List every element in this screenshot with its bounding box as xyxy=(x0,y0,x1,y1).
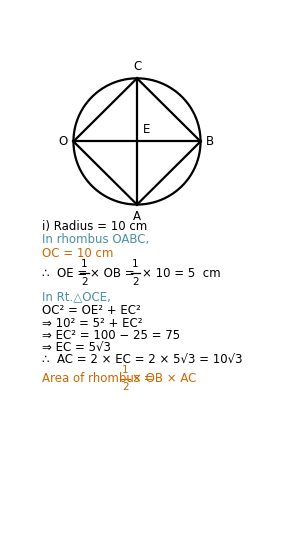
Text: ⇒ 10² = 5² + EC²: ⇒ 10² = 5² + EC² xyxy=(42,317,143,330)
Text: OC² = OE² + EC²: OC² = OE² + EC² xyxy=(42,304,141,317)
Text: 1: 1 xyxy=(132,259,139,269)
Text: 1: 1 xyxy=(122,365,129,375)
Text: B: B xyxy=(206,135,214,148)
Text: × 10 = 5  cm: × 10 = 5 cm xyxy=(142,266,220,280)
Text: OC = 10 cm: OC = 10 cm xyxy=(42,248,114,260)
Text: In Rt.△OCE,: In Rt.△OCE, xyxy=(42,291,111,303)
Text: O: O xyxy=(59,135,68,148)
Text: Area of rhombus =: Area of rhombus = xyxy=(42,372,158,385)
Text: 2: 2 xyxy=(132,277,139,287)
Text: ∴  OE =: ∴ OE = xyxy=(42,266,91,280)
Text: 2: 2 xyxy=(81,277,88,287)
Text: A: A xyxy=(133,210,141,223)
Text: × OB × AC: × OB × AC xyxy=(132,372,196,385)
Text: ⇒ EC² = 100 − 25 = 75: ⇒ EC² = 100 − 25 = 75 xyxy=(42,329,181,342)
Text: × OB =: × OB = xyxy=(90,266,139,280)
Text: ∴  AC = 2 × EC = 2 × 5√3 = 10√3: ∴ AC = 2 × EC = 2 × 5√3 = 10√3 xyxy=(42,354,243,367)
Text: C: C xyxy=(133,60,141,73)
Text: 1: 1 xyxy=(81,259,88,269)
Text: In rhombus OABC,: In rhombus OABC, xyxy=(42,234,150,246)
Text: E: E xyxy=(142,123,150,136)
Text: ⇒ EC = 5√3: ⇒ EC = 5√3 xyxy=(42,342,111,354)
Text: 2: 2 xyxy=(122,382,129,393)
Text: i) Radius = 10 cm: i) Radius = 10 cm xyxy=(42,220,148,233)
